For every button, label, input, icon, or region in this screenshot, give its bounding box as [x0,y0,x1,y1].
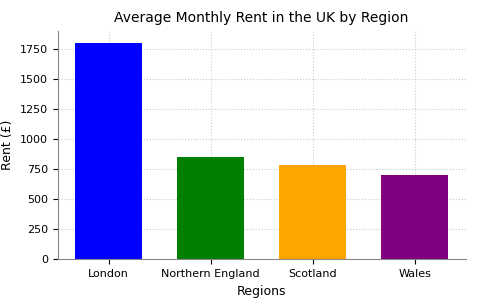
Bar [279,165,346,259]
Bar [382,175,448,259]
Bar [75,42,142,259]
Y-axis label: Rent (£): Rent (£) [1,120,14,170]
Bar [178,157,244,259]
Title: Average Monthly Rent in the UK by Region: Average Monthly Rent in the UK by Region [114,11,409,25]
X-axis label: Regions: Regions [237,285,287,298]
